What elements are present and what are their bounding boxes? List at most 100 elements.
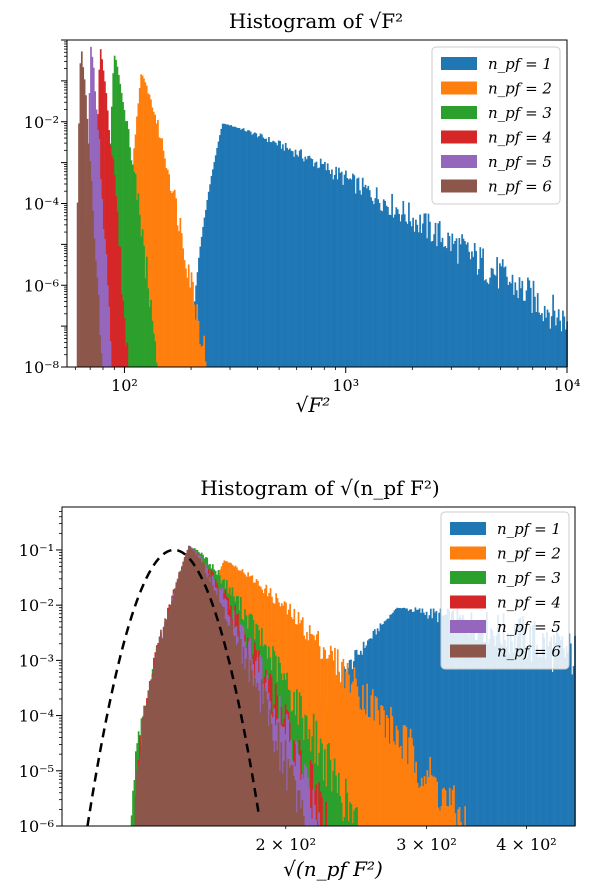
hist-bar [179, 571, 182, 826]
legend-label: n_pf = 2 [497, 545, 561, 563]
chart-top-x-axis: 10² 10³ 10⁴ [74, 367, 580, 395]
chart-top-series [76, 46, 568, 368]
chart-top-legend: n_pf = 1 n_pf = 2 n_pf = 3 n_pf = 4 n_pf = 5… [431, 46, 561, 205]
hist-bar [134, 174, 137, 367]
hist-bar [449, 628, 452, 826]
hist-bar [354, 807, 357, 826]
hist-bar [133, 779, 136, 826]
hist-bar [506, 633, 509, 826]
hist-bar [333, 758, 336, 826]
hist-bar [316, 820, 319, 826]
hist-bar [335, 775, 337, 826]
hist-bar [183, 260, 186, 367]
hist-bar [230, 125, 232, 367]
hist-bar [259, 712, 262, 826]
chart-top: Histogram of √F² 10⁻² 10⁻⁴ 10⁻⁶ 10⁻⁸ 10² 10³… [24, 9, 581, 417]
hist-bar [180, 233, 183, 367]
hist-bar [143, 245, 145, 367]
legend-swatch [441, 179, 477, 193]
hist-bar [392, 741, 395, 826]
hist-bar [319, 158, 322, 367]
hist-bar [210, 574, 213, 826]
hist-bar [87, 143, 90, 367]
hist-bar [464, 806, 466, 826]
hist-bar [310, 158, 312, 367]
hist-bar [376, 697, 378, 826]
hist-bar [162, 627, 165, 826]
hist-bar [481, 632, 484, 826]
y-tick-label: 10⁻⁵ [19, 762, 54, 781]
hist-bar [220, 128, 223, 367]
hist-bar [436, 622, 439, 826]
hist-bar [409, 221, 412, 367]
hist-bar [331, 650, 333, 826]
hist-bar [302, 816, 305, 826]
hist-bar [487, 643, 490, 826]
hist-bar [561, 636, 564, 826]
hist-bar [564, 657, 567, 826]
hist-bar [167, 611, 169, 826]
hist-bar [387, 207, 389, 367]
hist-bar [230, 619, 232, 826]
hist-bar [352, 681, 354, 826]
hist-bar [86, 118, 89, 367]
hist-bar [234, 636, 236, 826]
hist-bar [337, 772, 340, 826]
hist-bar [339, 682, 342, 826]
hist-bar [82, 67, 85, 368]
hist-bar [148, 680, 151, 826]
hist-bar [216, 147, 218, 367]
hist-bar [283, 150, 286, 367]
hist-bar [139, 757, 141, 826]
hist-bar [126, 121, 129, 368]
hist-bar [251, 670, 253, 826]
hist-bar [564, 329, 567, 367]
hist-bar [513, 623, 516, 826]
legend-label: n_pf = 5 [488, 153, 552, 171]
hist-bar [413, 772, 416, 826]
hist-bar [504, 266, 507, 367]
hist-bar [221, 123, 224, 368]
hist-bar [510, 283, 512, 367]
hist-bar [412, 745, 415, 826]
hist-bar [147, 690, 150, 826]
hist-bar [494, 275, 497, 367]
hist-bar [406, 223, 409, 367]
hist-bar [336, 793, 339, 826]
hist-bar [278, 696, 281, 826]
hist-bar [306, 777, 309, 826]
hist-bar [562, 310, 564, 367]
hist-bar [334, 647, 336, 826]
hist-bar [387, 718, 389, 826]
hist-bar [307, 640, 310, 826]
hist-bar [415, 609, 418, 826]
hist-bar [478, 625, 481, 826]
hist-bar [197, 557, 200, 826]
hist-bar [349, 178, 351, 367]
hist-bar [406, 764, 409, 826]
hist-bar [294, 780, 297, 826]
hist-bar [314, 162, 316, 367]
hist-bar [116, 211, 119, 367]
hist-bar [241, 128, 244, 367]
hist-bar [501, 645, 504, 826]
hist-bar [161, 138, 163, 367]
hist-bar [567, 652, 569, 826]
hist-bar [485, 279, 487, 367]
y-tick-label: 10⁻⁴ [24, 195, 59, 214]
hist-bar [238, 632, 241, 826]
hist-bar [291, 764, 294, 826]
hist-bar [408, 737, 410, 826]
hist-bar [212, 169, 214, 367]
hist-bar [553, 634, 555, 826]
hist-bar [536, 644, 539, 826]
hist-bar [467, 634, 470, 826]
hist-bar [417, 232, 420, 367]
hist-bar [552, 294, 554, 367]
hist-bar [527, 644, 530, 826]
hist-bar [452, 610, 455, 826]
hist-bar [547, 646, 550, 826]
hist-bar [97, 129, 99, 367]
legend-swatch [441, 57, 477, 70]
x-tick-label: 3 × 10² [396, 835, 457, 854]
